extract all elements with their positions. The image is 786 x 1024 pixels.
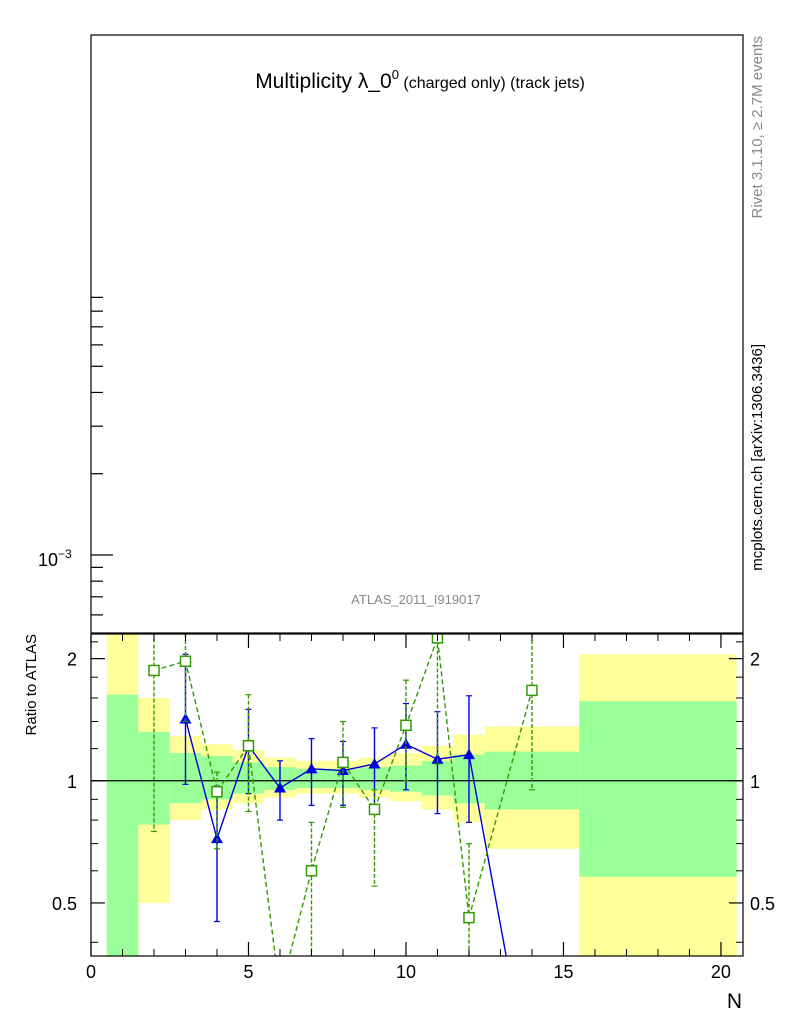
ratio-y-axis-label: Ratio to ATLAS: [23, 634, 40, 735]
x-tick-label: 10: [396, 962, 416, 982]
analysis-label: ATLAS_2011_I919017: [351, 592, 481, 607]
y-tick-label: 1: [67, 772, 77, 792]
data-point-triangle: [210, 832, 223, 844]
ratio-axes: 0 5 10 15 20 0.5 0.5 1 1 2 2: [52, 634, 775, 982]
x-tick-label: 5: [243, 962, 253, 982]
data-point-triangle: [273, 781, 286, 793]
data-point-triangle: [305, 762, 318, 774]
data-point-square: [211, 785, 223, 798]
data-point-square: [275, 988, 285, 998]
data-point-square: [368, 803, 381, 816]
main-y-axis: [91, 296, 113, 616]
x-tick-label: 20: [711, 962, 731, 982]
data-point-square: [148, 664, 160, 677]
x-axis-label: N: [727, 990, 742, 1013]
plot-title-sup: 0: [392, 67, 399, 82]
side-label-source: mcplots.cern.ch [arXiv:1306.3436]: [749, 344, 766, 571]
uncertainty-bands: [106, 634, 737, 956]
data-point-square: [337, 756, 349, 769]
data-point-square: [179, 655, 192, 668]
side-label-events: Rivet 3.1.10, ≥ 2.7M events: [749, 36, 766, 219]
main-y-tick-base: 10: [38, 550, 58, 570]
y-tick-label-right: 2: [750, 650, 760, 670]
data-point-triangle: [462, 748, 475, 760]
y-tick-label: 0.5: [52, 894, 77, 914]
ratio-panel-frame: [90, 633, 744, 957]
data-point-triangle: [504, 970, 516, 981]
plot-title-main: Multiplicity λ_0: [255, 70, 392, 93]
main-y-tick-exp: −3: [58, 547, 72, 561]
y-tick-label-right: 0.5: [750, 894, 775, 914]
main-panel-frame: [90, 34, 744, 634]
data-point-square: [305, 865, 318, 877]
main-y-tick-label: 10−3: [38, 547, 72, 570]
plot-title: Multiplicity λ_00 (charged only) (track …: [255, 67, 585, 93]
plot-title-sub: (charged only) (track jets): [399, 75, 585, 92]
data-point-square: [242, 739, 255, 752]
y-tick-label-right: 1: [750, 772, 760, 792]
data-point-triangle: [431, 753, 444, 764]
data-point-triangle: [368, 757, 381, 769]
series-line-1: [153, 637, 533, 956]
x-tick-label: 15: [553, 962, 573, 982]
band-inner: [579, 701, 737, 877]
y-tick-label: 2: [67, 650, 77, 670]
data-point-square: [463, 911, 475, 924]
data-point-square: [526, 684, 538, 697]
data-point-square: [400, 719, 412, 732]
x-tick-label: 0: [86, 962, 96, 982]
band-inner: [106, 694, 139, 956]
